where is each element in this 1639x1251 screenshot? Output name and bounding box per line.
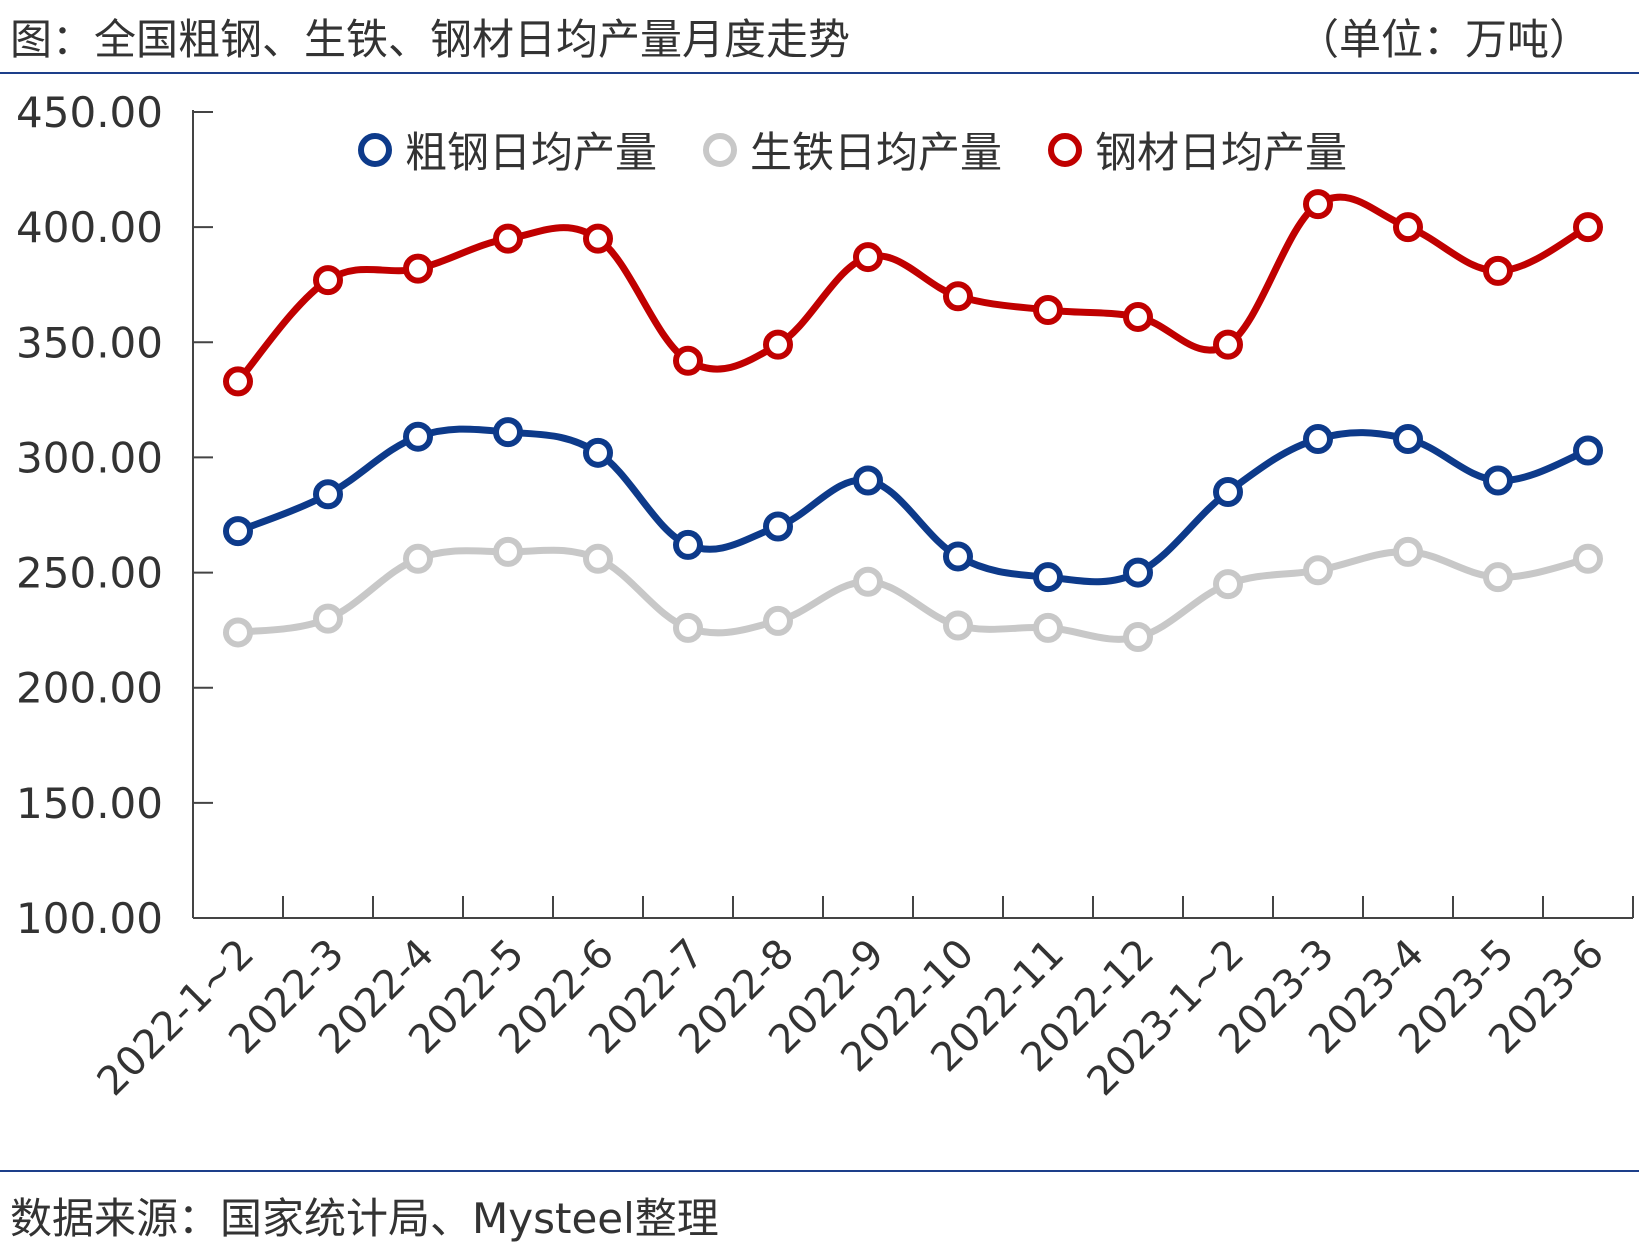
data-point	[1483, 562, 1513, 593]
series-line	[234, 546, 1592, 643]
data-point	[403, 543, 433, 574]
data-point	[1033, 562, 1063, 593]
unit-label: （单位：万吨）	[1296, 15, 1591, 64]
top-divider	[0, 72, 1639, 74]
data-point	[1123, 557, 1153, 588]
y-axis: 100.00 150.00 200.00 250.00 300.00 350.00 400.…	[16, 88, 213, 943]
y-tick-label: 300.00	[16, 433, 163, 482]
legend-item: 钢材日均产量	[1048, 128, 1347, 177]
legend-marker	[1048, 133, 1082, 167]
data-point	[1393, 424, 1423, 455]
data-point	[673, 529, 703, 560]
legend-label: 钢材日均产量	[1095, 128, 1347, 177]
chart-title: 图：全国粗钢、生铁、钢材日均产量月度走势	[10, 15, 851, 64]
y-tick-label: 450.00	[16, 88, 163, 137]
data-point	[1213, 569, 1243, 600]
series-line	[234, 425, 1592, 586]
data-point	[853, 242, 883, 273]
y-tick-label: 200.00	[16, 664, 163, 713]
data-point	[1303, 424, 1333, 455]
data-point	[313, 603, 343, 634]
series-group	[223, 189, 1603, 653]
data-point	[403, 421, 433, 452]
bottom-divider	[0, 1170, 1639, 1172]
data-point	[583, 223, 613, 254]
data-point	[403, 253, 433, 284]
y-tick-label: 150.00	[16, 779, 163, 828]
data-point	[853, 566, 883, 597]
data-point	[1123, 301, 1153, 332]
series-line	[234, 193, 1592, 385]
legend-item: 粗钢日均产量	[358, 128, 657, 177]
data-point	[1393, 536, 1423, 567]
data-point	[1213, 329, 1243, 360]
data-point	[673, 345, 703, 376]
y-tick-label: 250.00	[16, 549, 163, 598]
series-steel-products	[223, 189, 1603, 397]
data-point	[313, 265, 343, 296]
data-point	[583, 437, 613, 468]
legend-label: 生铁日均产量	[750, 128, 1002, 177]
data-point	[1213, 476, 1243, 507]
data-point	[313, 479, 343, 510]
legend-marker	[358, 133, 392, 167]
legend-marker	[703, 133, 737, 167]
series-crude-steel	[223, 417, 1603, 593]
data-point	[1123, 622, 1153, 653]
data-point	[853, 465, 883, 496]
data-point	[1033, 295, 1063, 326]
data-point	[223, 366, 253, 397]
x-axis: 2022-1~22022-32022-42022-52022-62022-720…	[89, 896, 1634, 1105]
data-point	[493, 417, 523, 448]
y-tick-label: 100.00	[16, 894, 163, 943]
data-point	[943, 610, 973, 641]
data-point	[1033, 612, 1063, 643]
data-point	[673, 612, 703, 643]
data-point	[943, 541, 973, 572]
legend-item: 生铁日均产量	[703, 128, 1002, 177]
y-tick-label: 350.00	[16, 318, 163, 367]
data-point	[763, 605, 793, 636]
data-point	[1303, 555, 1333, 586]
data-point	[1483, 255, 1513, 286]
line-chart: 粗钢日均产量 生铁日均产量 钢材日均产量 100.00 150.00 200.00 250…	[16, 88, 1634, 1105]
data-point	[1573, 543, 1603, 574]
legend: 粗钢日均产量 生铁日均产量 钢材日均产量	[358, 128, 1347, 177]
data-point	[1393, 212, 1423, 243]
data-point	[493, 536, 523, 567]
data-point	[1303, 189, 1333, 220]
data-point	[1573, 212, 1603, 243]
data-point	[583, 543, 613, 574]
data-source: 数据来源：国家统计局、Mysteel整理	[10, 1194, 719, 1243]
data-point	[223, 617, 253, 648]
data-point	[223, 516, 253, 547]
series-pig-iron	[223, 536, 1603, 653]
legend-label: 粗钢日均产量	[405, 128, 657, 177]
data-point	[493, 223, 523, 254]
data-point	[1573, 435, 1603, 466]
data-point	[1483, 465, 1513, 496]
data-point	[763, 511, 793, 542]
y-tick-label: 400.00	[16, 203, 163, 252]
data-point	[763, 329, 793, 360]
data-point	[943, 281, 973, 312]
